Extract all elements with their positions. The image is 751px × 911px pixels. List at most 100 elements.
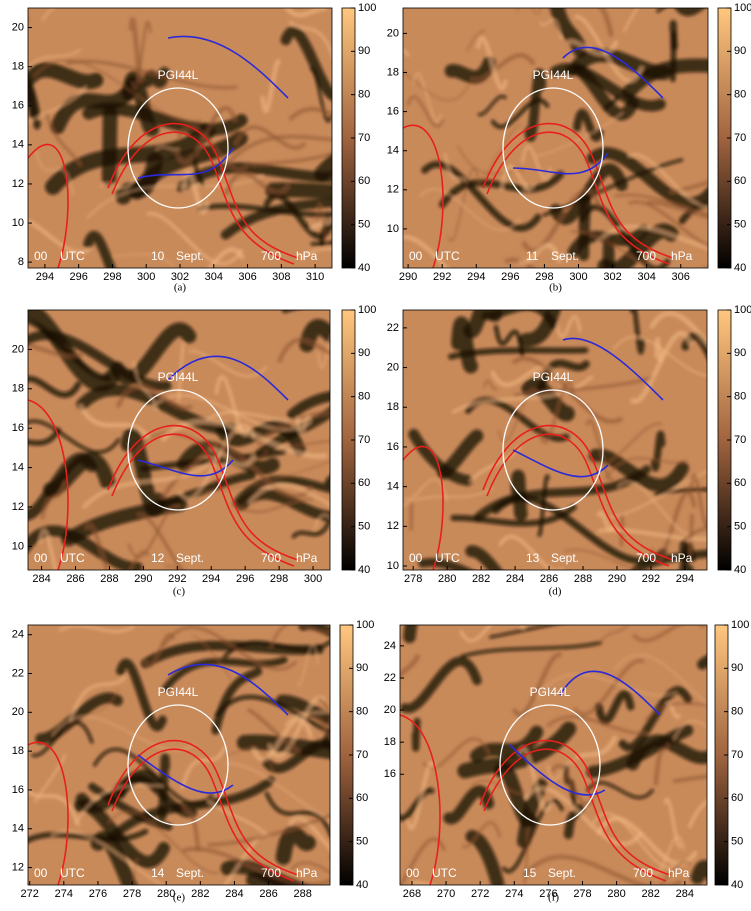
field-streak <box>610 470 707 519</box>
field-streak <box>284 710 330 726</box>
blue-contour <box>137 754 234 794</box>
field-streak <box>688 799 707 829</box>
x-tick-label: 270 <box>437 888 455 900</box>
colorbar-tick-label: 90 <box>358 45 370 57</box>
field-streak <box>314 514 330 530</box>
blue-contour <box>562 46 664 99</box>
x-tick-label: 292 <box>433 271 451 283</box>
x-tick-label: 288 <box>574 573 592 585</box>
plot-frame <box>402 7 709 269</box>
field-streak <box>86 175 264 219</box>
x-tick-label: 282 <box>191 888 209 900</box>
field-streak <box>280 26 332 101</box>
x-tick-label: 284 <box>225 888 243 900</box>
system-label: PGI44L <box>158 68 199 82</box>
field-streak <box>406 95 444 128</box>
field-streak <box>207 444 313 499</box>
level: 700 <box>261 249 281 263</box>
colorbar-tick-label: 40 <box>734 564 746 576</box>
field-streak <box>267 695 326 759</box>
x-tick-label: 284 <box>32 573 50 585</box>
x-tick-label: 300 <box>304 573 322 585</box>
field-streak <box>107 776 276 843</box>
x-tick-label: 268 <box>403 888 421 900</box>
x-tick-label: 276 <box>89 888 107 900</box>
field-streak <box>412 72 442 123</box>
red-contour <box>107 739 299 876</box>
blue-contour <box>562 337 664 401</box>
field-streak <box>594 690 635 725</box>
x-tick-label: 292 <box>168 573 186 585</box>
field-streak <box>214 694 330 735</box>
y-tick-label: 20 <box>12 21 24 33</box>
colorbar-tick-label: 100 <box>734 304 751 316</box>
field-streak <box>466 29 486 52</box>
field-streak <box>523 826 530 885</box>
field-streak <box>535 112 624 158</box>
field-streak <box>275 694 330 726</box>
field-texture <box>0 275 330 570</box>
y-tick-label: 8 <box>18 256 24 268</box>
red-contour <box>28 399 69 570</box>
field-streak <box>612 335 707 377</box>
field-streak <box>69 675 127 722</box>
field-streak <box>490 98 550 129</box>
domain-ellipse <box>127 87 229 209</box>
domain-ellipse <box>502 389 604 511</box>
field-streak <box>573 659 645 716</box>
field-streak <box>0 163 9 206</box>
colorbar-tick-label: 40 <box>356 879 368 891</box>
y-tick-label: 20 <box>12 706 24 718</box>
field-streak <box>632 625 705 643</box>
field-streak <box>649 490 697 563</box>
field-streak <box>497 388 538 442</box>
colorbar-tick-label: 80 <box>734 391 746 403</box>
system-label: PGI44L <box>158 685 199 699</box>
field-streak <box>291 515 330 539</box>
colorbar-tick-label: 100 <box>358 304 376 316</box>
x-tick-label: 286 <box>540 573 558 585</box>
field-streak <box>421 160 542 232</box>
field-streak <box>524 786 643 846</box>
field-streak <box>146 212 243 266</box>
field <box>369 310 707 570</box>
field-streak <box>28 342 84 359</box>
field-streak <box>317 338 330 369</box>
x-tick-label: 290 <box>608 573 626 585</box>
contours <box>400 670 671 885</box>
colorbar-tick-label: 40 <box>358 262 370 274</box>
colorbar-tick-label: 40 <box>358 564 370 576</box>
field-streak <box>512 356 623 424</box>
x-tick-label: 292 <box>642 573 660 585</box>
field-streak <box>690 860 707 885</box>
field-streak <box>250 151 332 167</box>
field-streak <box>288 816 330 851</box>
field-streak <box>277 337 330 363</box>
field-streak <box>316 202 329 245</box>
field-streak <box>400 787 435 822</box>
plot-frame <box>399 624 708 886</box>
field <box>0 8 332 268</box>
y-tick-label: 16 <box>384 768 396 780</box>
x-tick-label: 296 <box>236 573 254 585</box>
field-streak <box>369 434 383 464</box>
field-streak <box>256 410 330 446</box>
field-streak <box>180 745 227 790</box>
field-streak <box>0 275 18 331</box>
field-streak <box>469 725 544 763</box>
field-streak <box>127 504 180 559</box>
red-contour <box>111 748 295 882</box>
field-streak <box>255 406 330 459</box>
field-streak <box>523 854 682 885</box>
field-texture <box>369 310 707 570</box>
colorbar-tick-label: 100 <box>731 619 749 631</box>
system-label: PGI44L <box>158 370 199 384</box>
field-streak <box>681 332 707 359</box>
field-streak <box>460 641 603 659</box>
y-tick-label: 18 <box>12 745 24 757</box>
field-streak <box>563 548 638 570</box>
field-streak <box>517 746 553 812</box>
time: 00 <box>409 551 423 565</box>
x-tick-label: 308 <box>272 271 290 283</box>
colorbar-tick-label: 60 <box>358 477 370 489</box>
